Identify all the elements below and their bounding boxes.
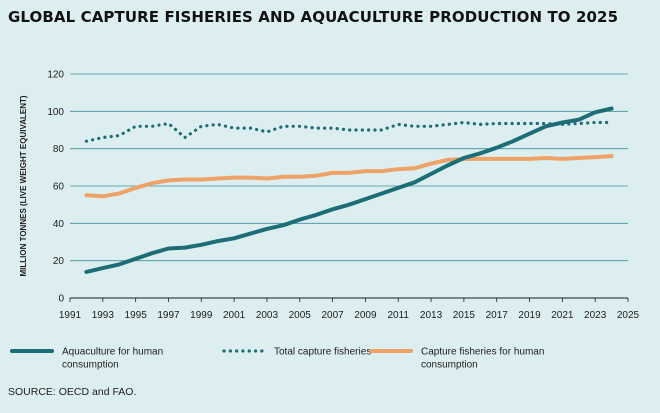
y-tick-label-100: 100 [47,107,64,118]
x-tick-label-2019: 2019 [518,310,541,321]
x-tick-label-2017: 2017 [486,310,509,321]
chart-title: GLOBAL CAPTURE FISHERIES AND AQUACULTURE… [8,8,619,26]
x-tick-label-2003: 2003 [256,310,279,321]
y-axis-ticks: 0 20 40 60 80 100 120 [47,70,64,305]
y-tick-label-80: 80 [53,144,65,155]
legend-total-capture-label: Total capture fisheries [274,347,371,358]
x-tick-label-2023: 2023 [584,310,607,321]
source-note: SOURCE: OECD and FAO. [8,386,137,398]
x-tick-label-2025: 2025 [617,310,640,321]
series-capture-human-line [84,154,614,199]
gridlines [70,73,628,262]
x-tick-label-1995: 1995 [125,310,148,321]
x-tick-label-2013: 2013 [420,310,443,321]
x-tick-label-2015: 2015 [453,310,476,321]
y-tick-label-60: 60 [53,182,65,193]
y-tick-label-120: 120 [47,70,64,81]
x-axis-ticks: 1991 1993 1995 1997 1999 2001 2003 2005 2007 2009… [59,298,640,321]
legend: Aquaculture for human consumption Total ca… [10,347,544,371]
legend-aquaculture-label: Aquaculture for human consumption [62,347,163,371]
x-tick-label-2021: 2021 [551,310,574,321]
x-tick-label-2001: 2001 [223,310,246,321]
y-axis-label: MILLION TONNES (LIVE WEIGHT EQUIVALENT) [19,95,28,276]
y-tick-label-20: 20 [53,256,65,267]
y-tick-label-40: 40 [53,219,65,230]
x-tick-label-2007: 2007 [321,310,344,321]
x-tick-label-2009: 2009 [354,310,377,321]
x-tick-label-1991: 1991 [59,310,82,321]
legend-capture-human-label: Capture fisheries for human consumption [421,347,544,371]
x-tick-label-2005: 2005 [289,310,312,321]
x-tick-label-2011: 2011 [387,310,409,321]
series-aquaculture-line [84,106,614,274]
x-tick-label-1997: 1997 [157,310,180,321]
y-tick-label-0: 0 [58,294,64,305]
x-tick-label-1999: 1999 [190,310,213,321]
series-total-capture-line [84,120,614,143]
series-lines [84,106,614,274]
x-tick-label-1993: 1993 [92,310,115,321]
